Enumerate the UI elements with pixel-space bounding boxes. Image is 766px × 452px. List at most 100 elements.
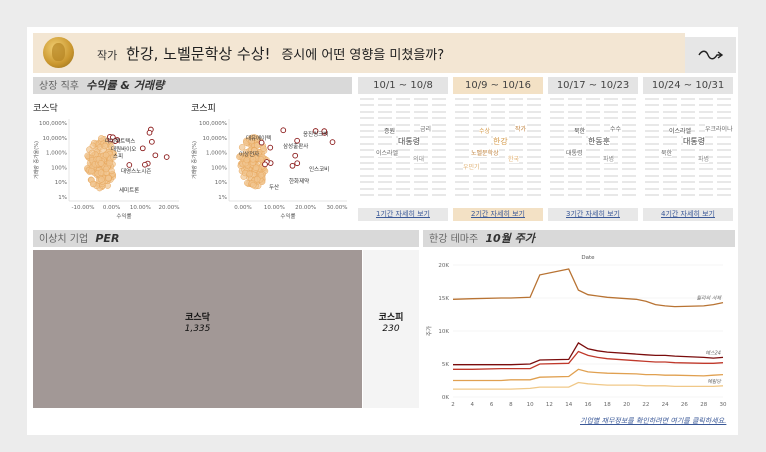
filler-word [396,194,410,196]
filler-word [568,181,582,184]
week-detail-button-3[interactable]: 3기간 자세히 보기 [548,208,638,221]
x-tick-label: -10.00% [72,205,95,211]
filler-word [509,149,523,152]
keyword: 우민기 [463,162,480,171]
keyword: 파병 [603,154,615,163]
scatter-point-outlier[interactable] [146,129,153,136]
series-line-2[interactable] [453,341,724,366]
scatter-point-outlier[interactable] [139,145,146,152]
scatter-point[interactable] [242,149,250,156]
filler-word [550,174,564,177]
scatter-point-outlier[interactable] [280,127,287,134]
x-tick-label: 30 [720,402,727,408]
scatter-point[interactable] [236,153,243,161]
filler-word [378,123,392,126]
filler-word [378,162,392,164]
series-line-5[interactable] [453,381,724,390]
filler-word [509,117,523,120]
scatter-point-outlier[interactable] [152,152,159,159]
navigate-button[interactable] [685,37,736,73]
filler-word [432,117,446,120]
scatter-point-outlier[interactable] [258,139,265,146]
scatter-point-outlier[interactable] [112,138,118,144]
scatter-point-outlier[interactable] [294,137,300,144]
week-detail-button-2[interactable]: 2기간 자세히 보기 [453,208,543,221]
scatter-point[interactable] [106,159,113,167]
scatter-point[interactable] [89,180,97,188]
filler-word [432,149,446,152]
filler-word [586,117,600,120]
filler-word [663,136,677,139]
scatter-point[interactable] [102,165,110,173]
filler-word [604,110,618,113]
filler-word [414,194,428,196]
scatter-point[interactable] [257,156,265,163]
x-tick-label: 20 [623,402,630,408]
scatter-point-outlier[interactable] [163,154,170,160]
filler-word [378,136,392,139]
scatter-point[interactable] [250,181,257,189]
filler-word [473,174,487,177]
scatter-point-outlier[interactable] [312,128,319,134]
scatter-point[interactable] [252,164,260,171]
filler-word [473,194,487,196]
filler-word [717,181,731,184]
filler-word [473,104,487,107]
filler-word [586,123,600,126]
x-tick-label: 24 [662,402,669,408]
x-tick-label: 10.00% [264,205,285,211]
point-label: 스피 [113,152,123,160]
scatter-point[interactable] [97,160,105,167]
scatter-point[interactable] [101,142,109,150]
scatter-point[interactable] [98,135,105,142]
week-detail-button-1[interactable]: 1기간 자세히 보기 [358,208,448,221]
filler-word [586,149,600,152]
filler-word [378,187,392,190]
scatter-point[interactable] [257,171,265,179]
series-line-1[interactable] [452,268,724,308]
scatter-point[interactable] [238,144,246,151]
scatter-point[interactable] [105,174,112,182]
filler-word [663,181,677,184]
keyword: 우크라이나 [705,124,733,133]
filler-word [717,104,731,107]
scatter-point[interactable] [260,145,267,152]
scatter-point-outlier[interactable] [126,162,133,168]
series-line-3[interactable] [453,350,724,370]
treemap-kospi[interactable]: 코스피 230 [363,250,419,408]
filler-word [681,181,695,184]
filler-word [360,174,374,177]
scatter-point-outlier[interactable] [262,161,268,168]
filler-word [527,181,541,184]
scatter-point-outlier[interactable] [292,152,299,159]
series-line-4[interactable] [453,368,724,382]
scatter-point[interactable] [97,169,105,176]
scatter-point-outlier[interactable] [289,162,296,169]
scatter-point[interactable] [254,142,261,149]
filler-word [491,117,505,120]
scatter-point[interactable] [251,147,258,154]
treemap-kosdaq[interactable]: 코스닥 1,335 [33,250,362,408]
point-label: 두산 [269,183,279,191]
scatter-point[interactable] [88,167,95,175]
scatter-point-outlier[interactable] [142,161,148,168]
scatter-point-outlier[interactable] [294,160,301,167]
filler-word [455,174,469,177]
scatter-point-outlier[interactable] [321,128,328,134]
scatter-point[interactable] [88,149,96,157]
scatter-point-outlier[interactable] [329,139,336,145]
financial-info-link[interactable]: 기업별 재무정보를 확인하려면 여기를 클릭하세요. [580,417,727,425]
filler-word [622,136,636,139]
scatter-point[interactable] [243,156,251,164]
scatter-point[interactable] [102,151,110,159]
scatter-point[interactable] [246,170,253,178]
scatter-point-outlier[interactable] [149,138,155,145]
scatter-point-outlier[interactable] [267,144,274,151]
keyword: 수상 [479,126,491,135]
scatter-point[interactable] [98,176,105,183]
week-detail-button-4[interactable]: 4기간 자세히 보기 [643,208,733,221]
filler-word [604,117,618,120]
scatter-point[interactable] [110,153,117,161]
scatter-point[interactable] [253,175,261,183]
scatter-point[interactable] [250,134,258,141]
